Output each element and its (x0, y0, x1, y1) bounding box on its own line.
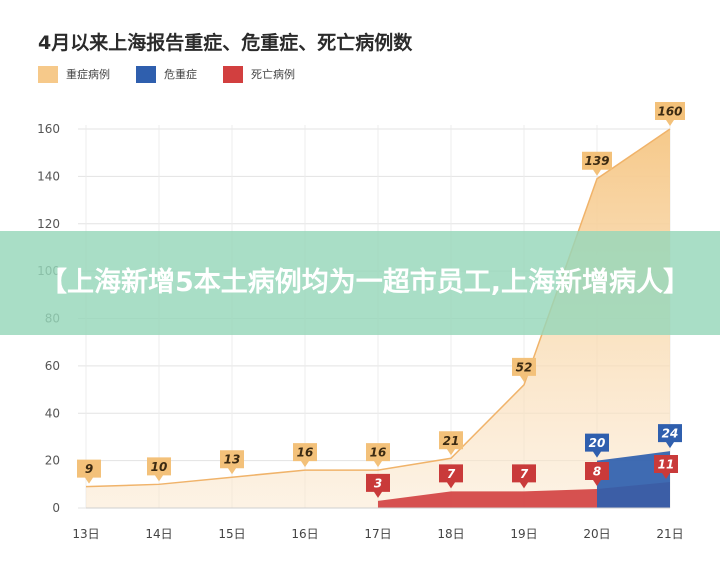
y-tick-label: 60 (45, 359, 60, 373)
legend-swatch-severe (38, 65, 58, 83)
y-tick-label: 140 (37, 169, 60, 183)
y-tick-label: 40 (45, 406, 60, 420)
svg-text:8: 8 (593, 465, 601, 479)
areas (85, 128, 671, 508)
svg-text:3: 3 (374, 476, 382, 490)
x-tick-label: 13日 (72, 527, 99, 541)
legend-swatch-critical (136, 65, 156, 83)
data-label-critical: 20 (585, 433, 609, 458)
y-tick-label: 160 (37, 122, 60, 136)
series-area-severe (86, 129, 670, 508)
legend-label-critical: 危重症 (164, 68, 197, 81)
data-label-severe: 13 (220, 450, 244, 475)
x-tick-label: 21日 (656, 527, 683, 541)
svg-text:52: 52 (516, 360, 533, 374)
x-tick-label: 14日 (145, 527, 172, 541)
headline-text: 【上海新增5本土病例均为一超市员工,上海新增病人】 (40, 267, 691, 298)
data-label-severe: 9 (77, 459, 101, 484)
legend-item-death: 死亡病例 (223, 65, 295, 83)
svg-text:7: 7 (447, 467, 456, 481)
data-label-death: 3 (366, 473, 390, 498)
svg-text:139: 139 (584, 154, 609, 168)
svg-text:24: 24 (662, 427, 679, 441)
legend-item-critical: 危重症 (136, 65, 197, 83)
y-tick-label: 120 (37, 217, 60, 231)
svg-text:20: 20 (589, 436, 606, 450)
data-label-severe: 139 (582, 151, 612, 176)
svg-text:16: 16 (297, 446, 314, 460)
svg-text:13: 13 (224, 453, 241, 467)
data-label-severe: 52 (512, 357, 536, 382)
data-label-severe: 160 (655, 102, 685, 126)
svg-text:21: 21 (443, 434, 460, 448)
legend-label-death: 死亡病例 (251, 68, 295, 81)
y-tick-label: 20 (45, 454, 60, 468)
svg-text:9: 9 (85, 462, 93, 476)
data-label-critical: 24 (658, 424, 682, 449)
svg-text:10: 10 (151, 460, 168, 474)
chart-title: 4月以来上海报告重症、危重症、死亡病例数 (38, 32, 413, 54)
legend-item-severe: 重症病例 (38, 65, 110, 83)
legend: 重症病例 危重症 死亡病例 (38, 64, 321, 84)
legend-label-severe: 重症病例 (66, 68, 110, 81)
data-label-death: 11 (654, 454, 678, 479)
svg-text:160: 160 (657, 105, 682, 119)
data-label-death: 7 (439, 464, 463, 489)
data-label-severe: 16 (293, 443, 317, 468)
x-tick-label: 16日 (291, 527, 318, 541)
data-labels: 9 10 13 16 16 21 52 139 160 20 24 3 7 7 8 11 (77, 102, 685, 498)
y-tick-label: 0 (52, 501, 60, 515)
x-tick-label: 15日 (218, 527, 245, 541)
data-label-death: 7 (512, 464, 536, 489)
svg-text:7: 7 (520, 467, 529, 481)
series-area-critical (597, 451, 670, 508)
x-tick-label: 17日 (364, 527, 391, 541)
data-label-severe: 21 (439, 431, 463, 456)
data-label-death: 8 (585, 462, 609, 487)
svg-text:11: 11 (658, 457, 675, 471)
svg-text:16: 16 (370, 446, 387, 460)
x-tick-label: 20日 (583, 527, 610, 541)
x-tick-label: 18日 (437, 527, 464, 541)
data-label-severe: 10 (147, 457, 171, 482)
data-label-severe: 16 (366, 443, 390, 468)
x-tick-label: 19日 (510, 527, 537, 541)
legend-swatch-death (223, 65, 243, 83)
headline-banner: 【上海新增5本土病例均为一超市员工,上海新增病人】 (0, 231, 720, 335)
